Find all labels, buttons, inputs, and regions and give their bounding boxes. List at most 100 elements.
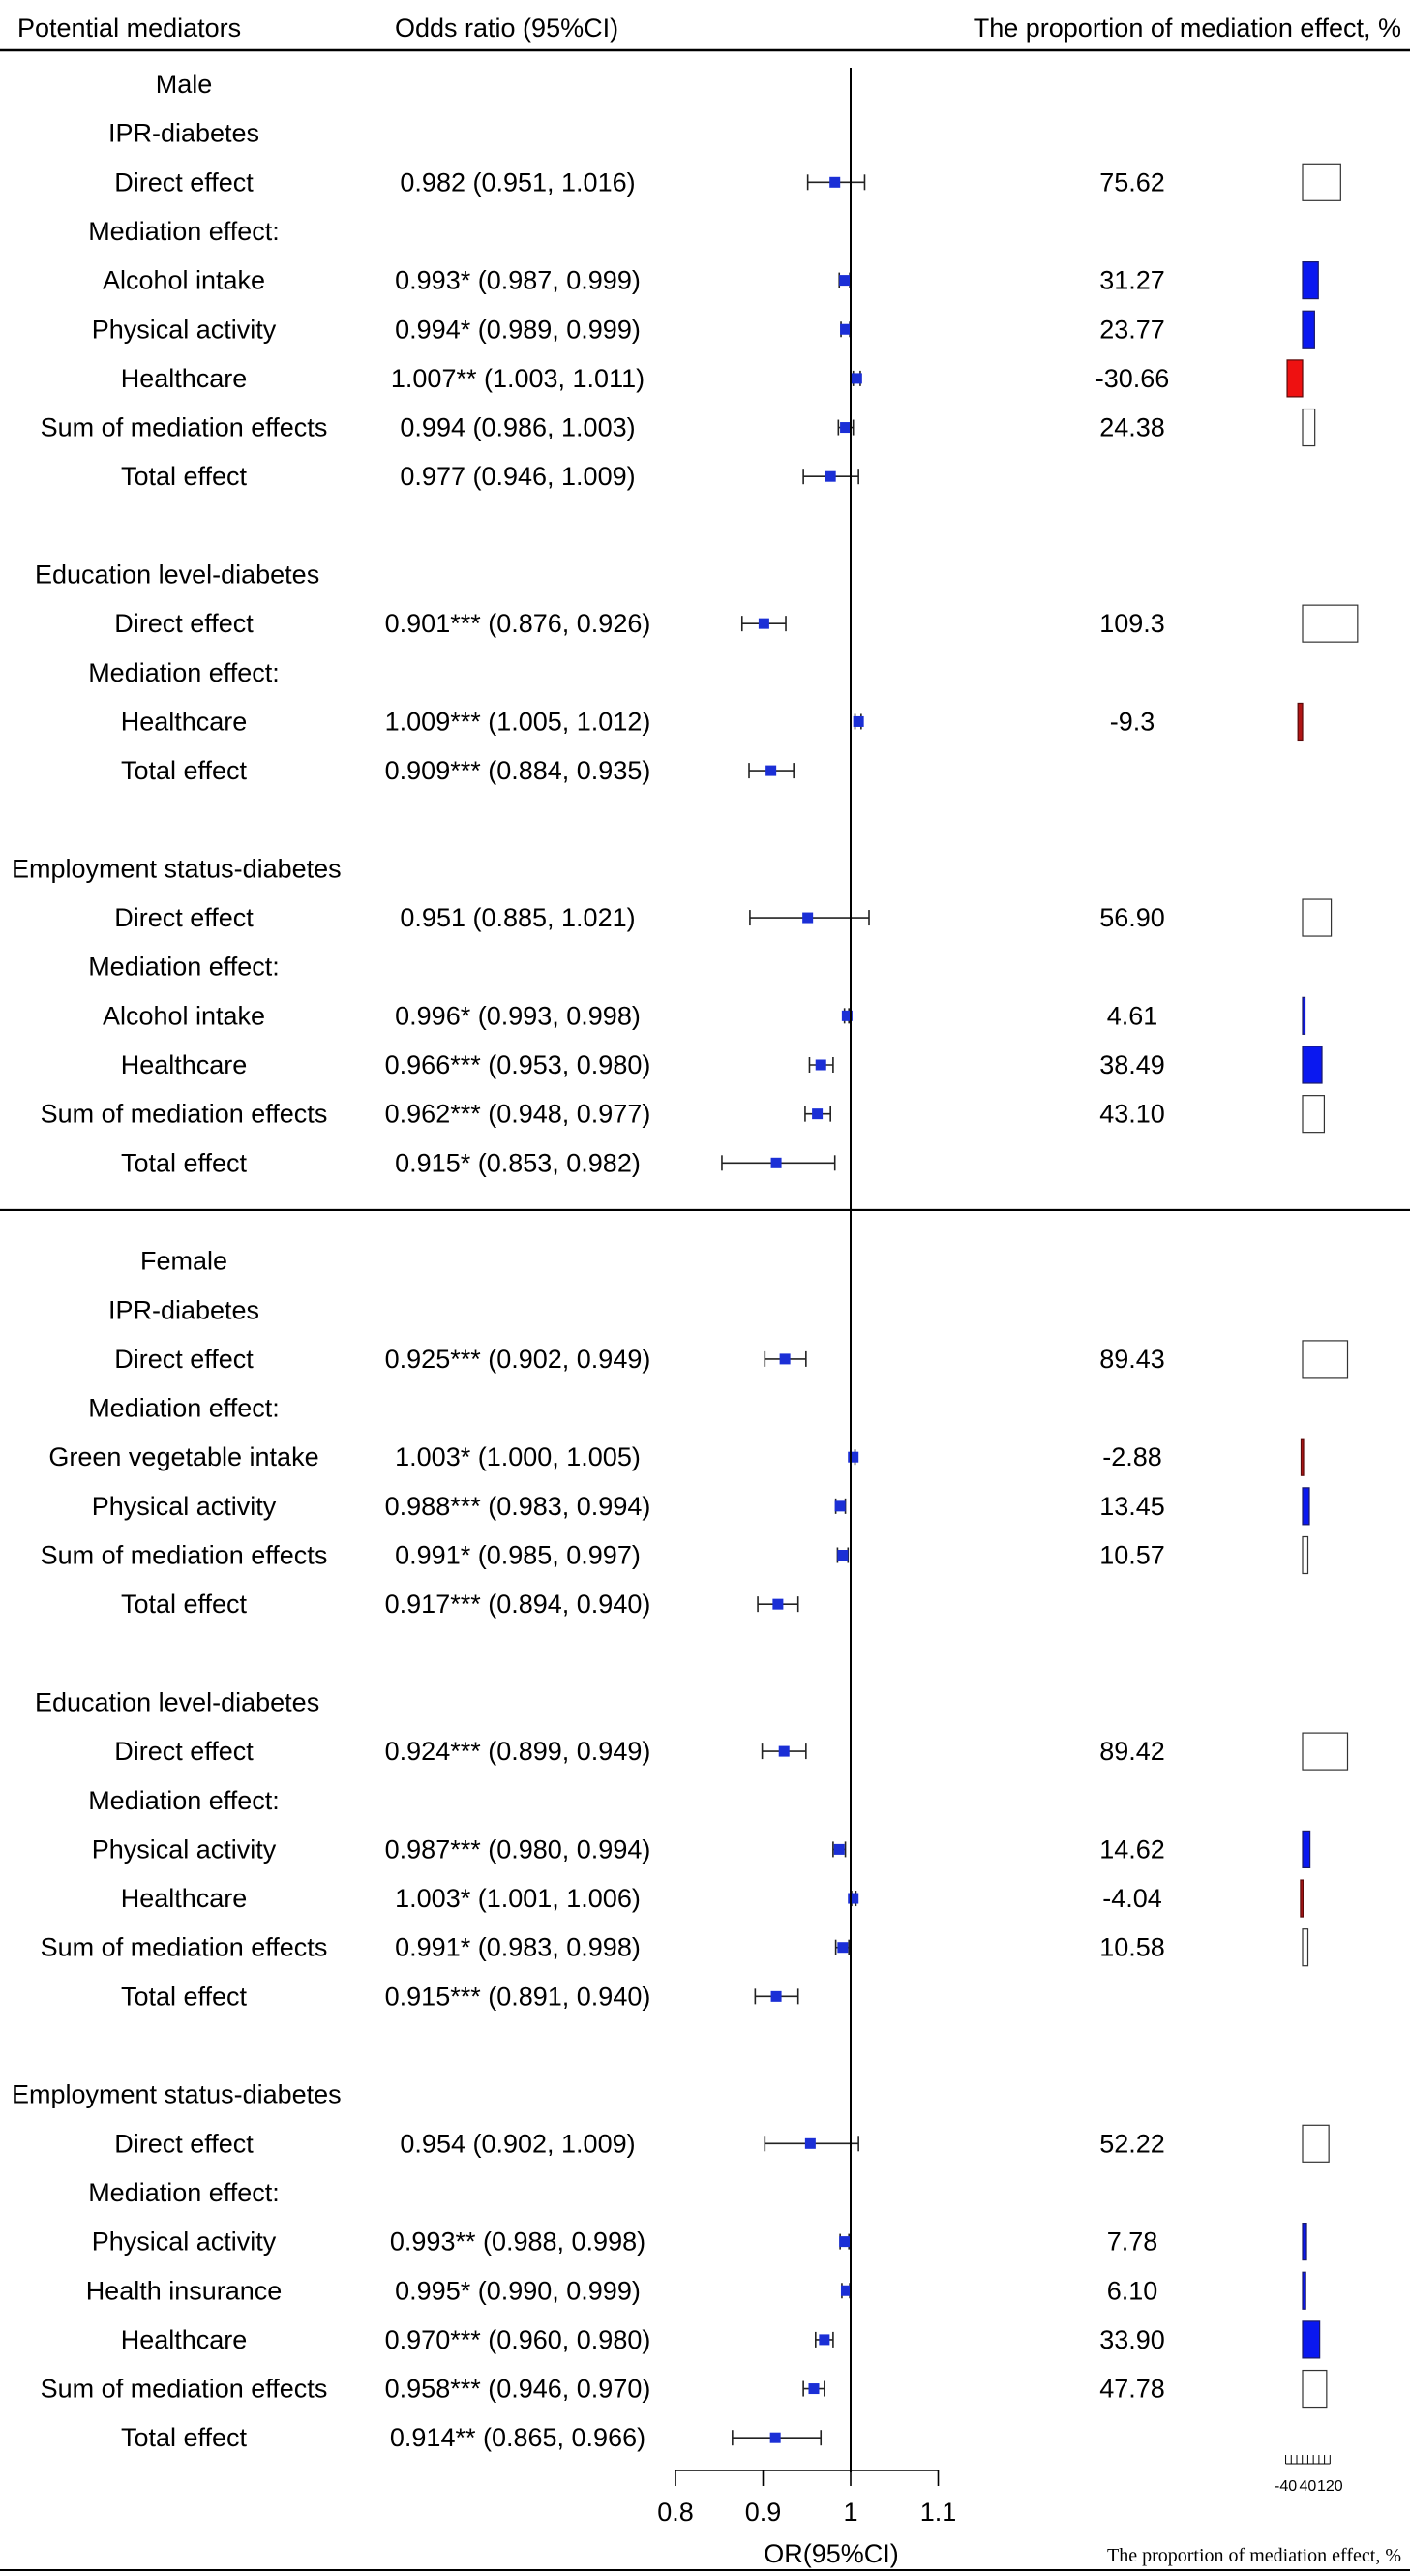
or-point bbox=[812, 1108, 824, 1120]
proportion-bar bbox=[1300, 1438, 1305, 1476]
or-point bbox=[840, 422, 852, 434]
proportion-bar bbox=[1297, 702, 1304, 742]
row-label: Physical activity bbox=[92, 1834, 277, 1864]
or-point bbox=[772, 1598, 784, 1610]
proportion-bar bbox=[1302, 1535, 1309, 1575]
row-label: Total effect bbox=[121, 1982, 248, 2011]
proportion-bar bbox=[1302, 2124, 1330, 2163]
proportion-bar bbox=[1302, 1487, 1310, 1526]
or-value-label: 0.909*** (0.884, 0.935) bbox=[385, 756, 651, 785]
proportion-axis-title: The proportion of mediation effect, % bbox=[1107, 2545, 1401, 2566]
section-label: Mediation effect: bbox=[88, 953, 280, 982]
table-header: Potential mediators Odds ratio (95%CI) T… bbox=[17, 14, 1401, 43]
section-label: Mediation effect: bbox=[88, 217, 280, 246]
proportion-value-label: -30.66 bbox=[1095, 364, 1170, 393]
or-value-label: 0.995* (0.990, 0.999) bbox=[395, 2276, 641, 2305]
section-label: Employment status-diabetes bbox=[12, 854, 342, 883]
proportion-bar bbox=[1302, 408, 1316, 447]
proportion-tick-label: -40 bbox=[1275, 2478, 1297, 2495]
or-point bbox=[834, 1500, 846, 1512]
or-value-label: 0.925*** (0.902, 0.949) bbox=[385, 1345, 651, 1374]
x-tick-label: 1.1 bbox=[920, 2498, 957, 2527]
row-label: Alcohol intake bbox=[103, 266, 265, 295]
or-point bbox=[853, 715, 864, 727]
header-odds-ratio: Odds ratio (95%CI) bbox=[395, 14, 618, 43]
row-label: Direct effect bbox=[114, 903, 254, 932]
proportion-value-label: -2.88 bbox=[1102, 1442, 1162, 1471]
or-value-label: 0.954 (0.902, 1.009) bbox=[400, 2129, 635, 2158]
forest-marks bbox=[721, 68, 870, 2472]
section-label: Education level-diabetes bbox=[35, 561, 319, 590]
row-label: Healthcare bbox=[121, 1884, 248, 1913]
or-point bbox=[779, 1353, 791, 1365]
row-label: Sum of mediation effects bbox=[41, 2375, 328, 2404]
proportion-value-label: 13.45 bbox=[1099, 1492, 1165, 1521]
or-point bbox=[770, 1990, 782, 2002]
or-point bbox=[819, 2334, 830, 2346]
proportion-bar bbox=[1302, 2369, 1328, 2409]
or-point bbox=[829, 176, 841, 188]
or-point bbox=[765, 765, 777, 776]
proportion-bar bbox=[1302, 2223, 1307, 2261]
or-value-label: 0.966*** (0.953, 0.980) bbox=[385, 1050, 651, 1079]
x-tick-label: 1 bbox=[843, 2498, 857, 2527]
or-value-label: 0.962*** (0.948, 0.977) bbox=[385, 1100, 651, 1129]
row-label: Physical activity bbox=[92, 2227, 277, 2257]
section-label: IPR-diabetes bbox=[108, 1295, 259, 1324]
row-label: Direct effect bbox=[114, 1737, 254, 1766]
or-point bbox=[802, 912, 814, 924]
or-value-label: 0.994 (0.986, 1.003) bbox=[400, 413, 635, 442]
or-value-label: 0.993** (0.988, 0.998) bbox=[390, 2227, 645, 2257]
proportion-bar bbox=[1302, 1928, 1309, 1967]
or-value-label: 0.914** (0.865, 0.966) bbox=[390, 2423, 645, 2452]
row-label: Total effect bbox=[121, 462, 248, 491]
proportion-bar bbox=[1302, 163, 1341, 201]
or-point bbox=[825, 470, 836, 482]
header-potential-mediators: Potential mediators bbox=[17, 14, 241, 43]
row-label: Total effect bbox=[121, 1148, 248, 1177]
or-point bbox=[841, 1010, 853, 1021]
table-rows: Male IPR-diabetes Direct effect 0.982 (0.95… bbox=[0, 70, 1410, 2452]
section-label: Mediation effect: bbox=[88, 1786, 280, 1815]
proportion-axis: -40 40 120 The proportion of mediation effe… bbox=[1107, 2455, 1401, 2566]
or-value-label: 0.994* (0.989, 0.999) bbox=[395, 315, 641, 344]
or-value-label: 0.970*** (0.960, 0.980) bbox=[385, 2325, 651, 2354]
proportion-value-label: 24.38 bbox=[1099, 413, 1165, 442]
proportion-bar bbox=[1300, 1879, 1304, 1918]
section-label: Mediation effect: bbox=[88, 658, 280, 687]
row-label: Healthcare bbox=[121, 707, 248, 736]
proportion-value-label: 89.42 bbox=[1099, 1737, 1165, 1766]
or-value-label: 0.988*** (0.983, 0.994) bbox=[385, 1492, 651, 1521]
or-point bbox=[758, 618, 769, 629]
or-value-label: 0.977 (0.946, 1.009) bbox=[400, 462, 635, 491]
row-label: Direct effect bbox=[114, 609, 254, 638]
or-value-label: 0.987*** (0.980, 0.994) bbox=[385, 1834, 651, 1864]
or-value-label: 1.003* (1.001, 1.006) bbox=[395, 1884, 641, 1913]
or-point bbox=[815, 1059, 826, 1071]
proportion-bar bbox=[1302, 1340, 1349, 1379]
row-label: Green vegetable intake bbox=[48, 1442, 318, 1471]
or-value-label: 1.003* (1.000, 1.005) bbox=[395, 1442, 641, 1471]
or-point bbox=[840, 323, 852, 335]
proportion-value-label: 4.61 bbox=[1107, 1001, 1158, 1030]
proportion-value-label: -9.3 bbox=[1110, 707, 1155, 736]
proportion-bar bbox=[1302, 2271, 1306, 2310]
proportion-bar bbox=[1302, 996, 1306, 1035]
or-point bbox=[804, 2137, 816, 2149]
or-point bbox=[808, 2383, 820, 2395]
or-value-label: 0.917*** (0.894, 0.940) bbox=[385, 1590, 651, 1619]
or-point bbox=[837, 1942, 849, 1954]
section-label: Employment status-diabetes bbox=[12, 2080, 342, 2109]
or-point bbox=[848, 1893, 859, 1904]
row-label: Direct effect bbox=[114, 2129, 254, 2158]
proportion-value-label: 75.62 bbox=[1099, 167, 1165, 197]
or-point bbox=[778, 1745, 790, 1757]
proportion-bars bbox=[1286, 163, 1359, 2409]
proportion-value-label: 56.90 bbox=[1099, 903, 1165, 932]
proportion-bar bbox=[1302, 1046, 1323, 1084]
x-tick-label: 0.9 bbox=[745, 2498, 782, 2527]
proportion-bar bbox=[1302, 261, 1319, 300]
row-label: Healthcare bbox=[121, 2325, 248, 2354]
group-label: Male bbox=[156, 70, 213, 99]
